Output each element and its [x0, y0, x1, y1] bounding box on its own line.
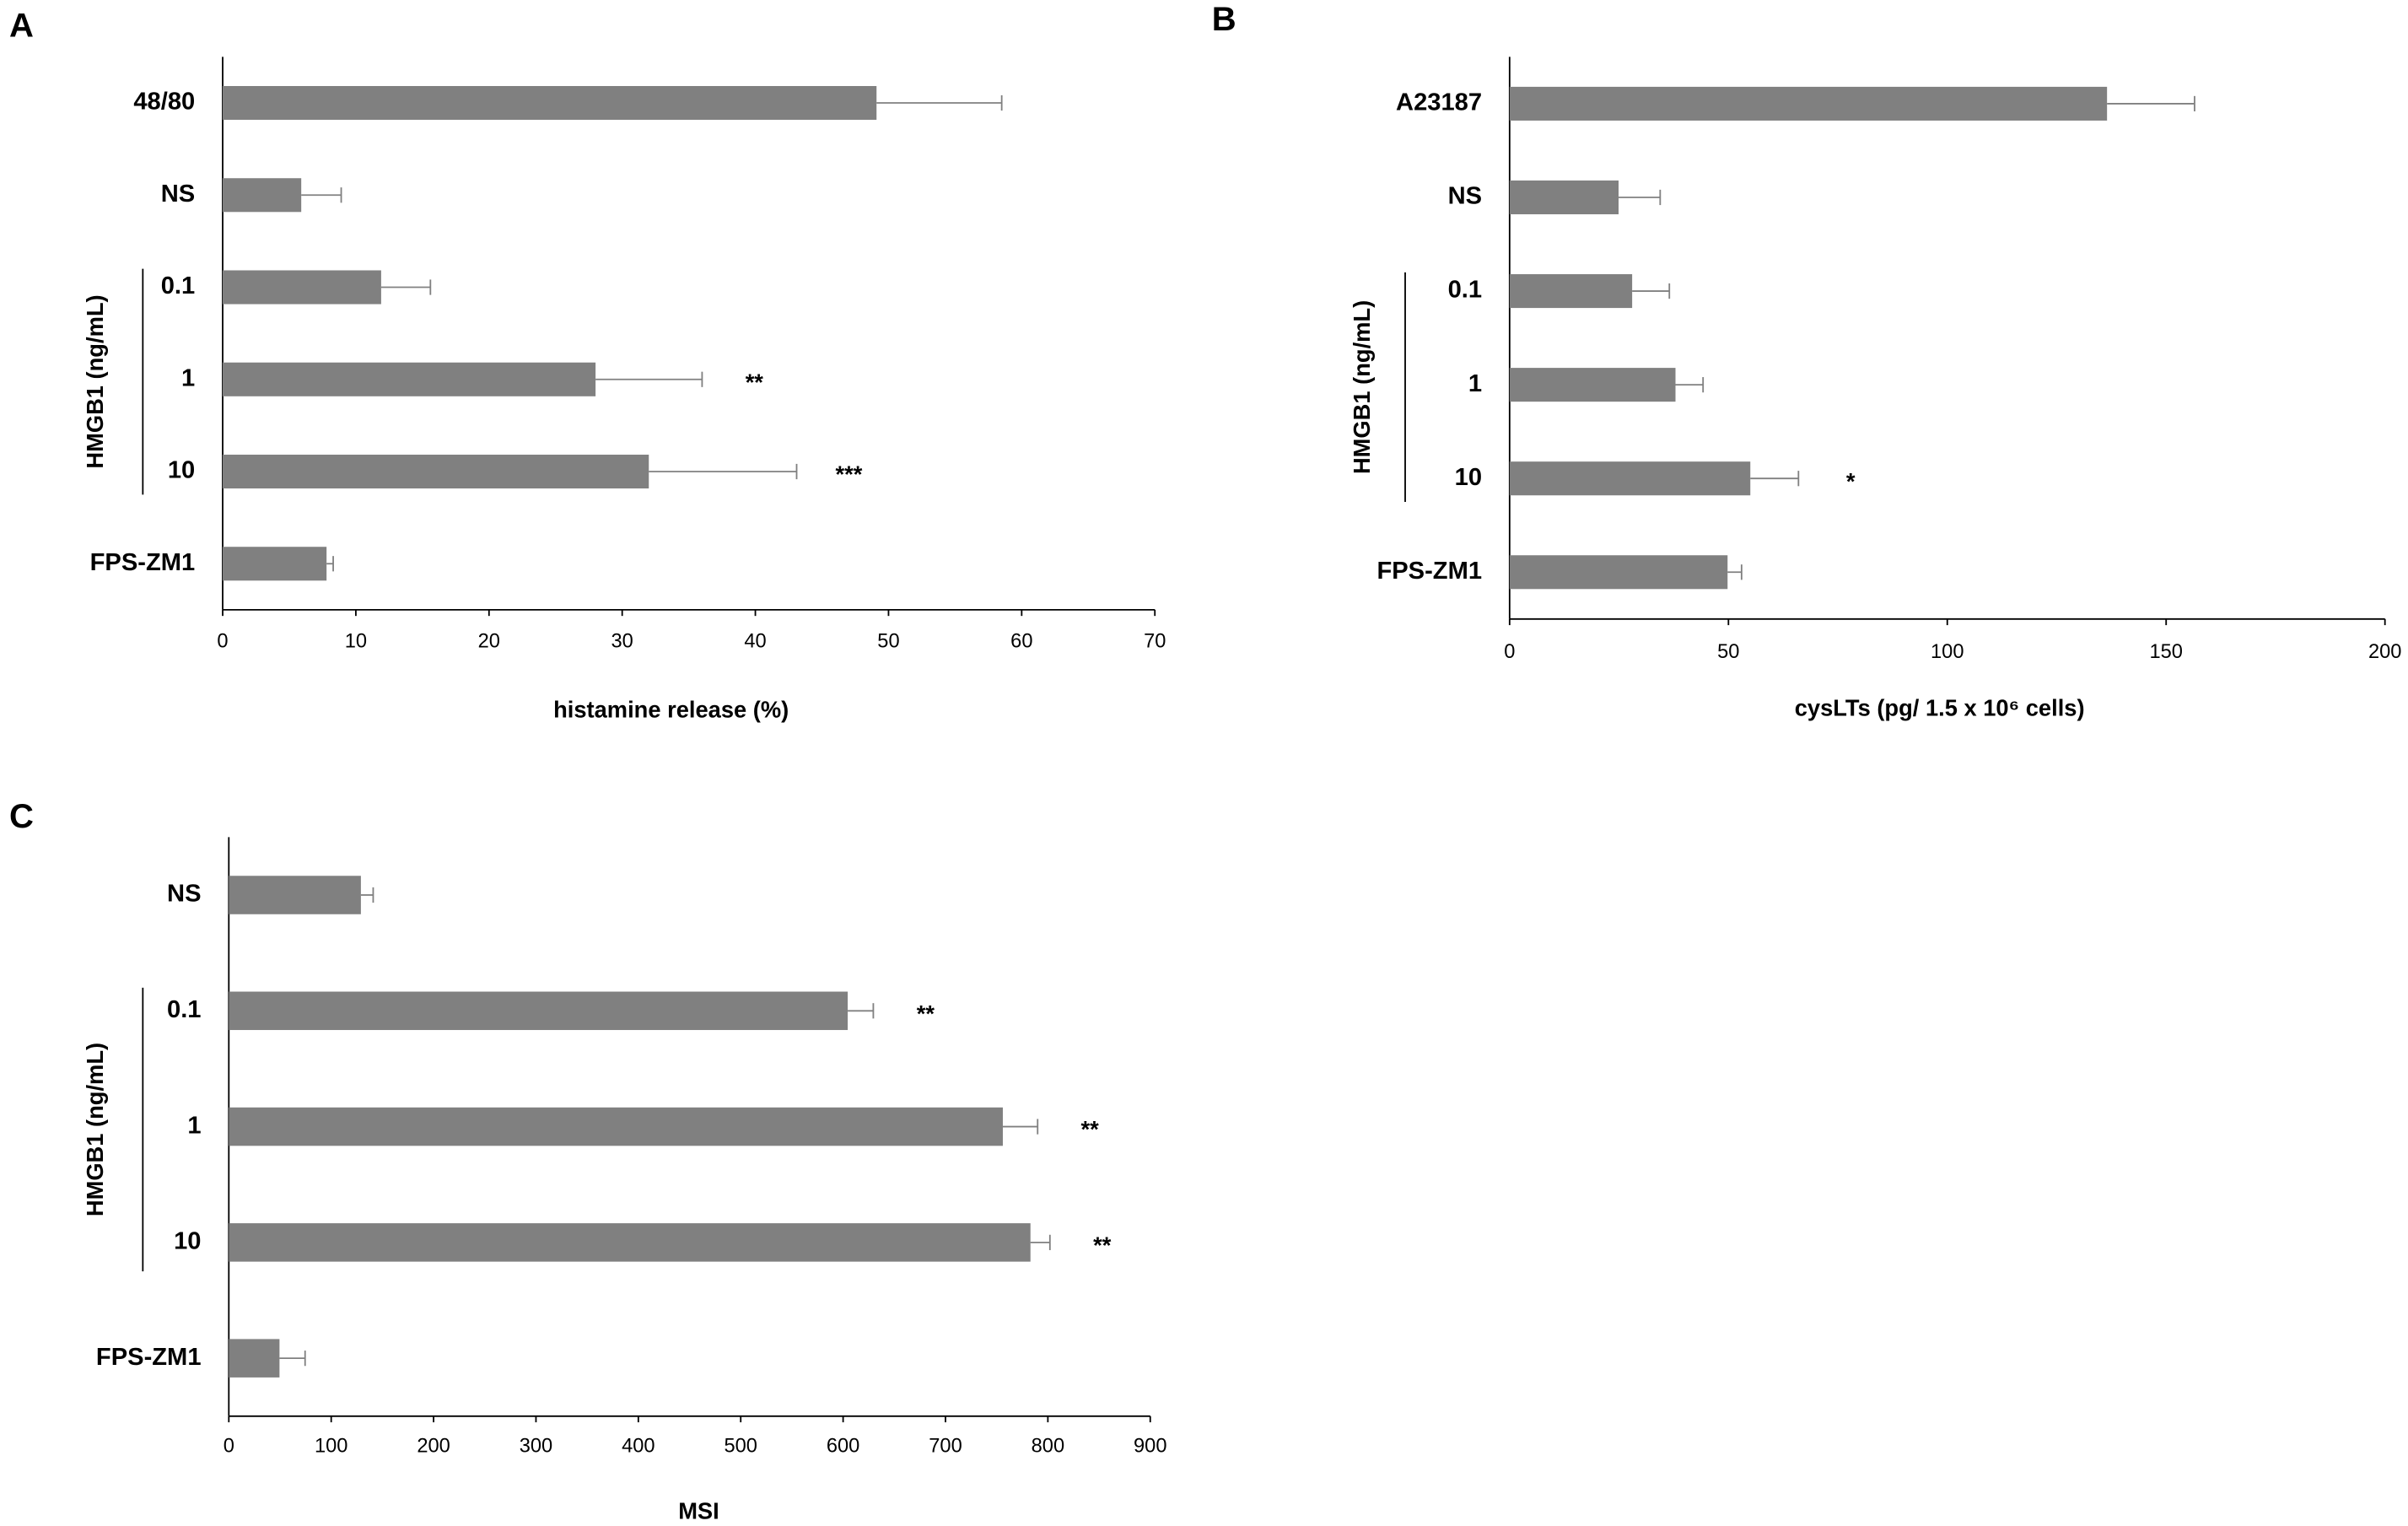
x-axis-label: cysLTs (pg/ 1.5 x 10⁶ cells) — [1795, 694, 2085, 720]
category-label: 10 — [168, 457, 195, 484]
group-label: HMGB1 (ng/mL) — [82, 294, 108, 468]
error-bar — [301, 187, 342, 203]
x-tick-label: 600 — [827, 1435, 859, 1457]
category-label: 10 — [174, 1228, 201, 1255]
category-label: FPS-ZM1 — [1376, 558, 1482, 585]
x-tick-label: 700 — [929, 1435, 962, 1457]
bar — [223, 547, 327, 581]
bar — [1509, 461, 1751, 496]
x-tick-label: 0 — [217, 630, 228, 652]
bar — [229, 991, 848, 1031]
category-label: NS — [161, 181, 195, 208]
bar — [223, 178, 302, 213]
x-tick-label: 20 — [478, 630, 500, 652]
error-bar — [848, 1003, 875, 1019]
error-bar — [380, 279, 432, 295]
significance: ** — [917, 1000, 935, 1027]
bar — [229, 876, 361, 914]
error-bar — [1727, 564, 1743, 580]
error-bar — [2107, 95, 2195, 112]
category-label: A23187 — [1396, 89, 1482, 116]
x-tick-label: 300 — [520, 1435, 552, 1457]
x-tick-label: 500 — [724, 1435, 757, 1457]
x-tick-label: 10 — [345, 630, 367, 652]
bar — [223, 362, 596, 396]
bar — [1509, 555, 1728, 590]
bar — [229, 1223, 1031, 1262]
category-label: 1 — [187, 1112, 201, 1139]
panel-label: C — [9, 798, 34, 835]
x-tick-label: 150 — [2149, 641, 2182, 663]
x-tick-label: 900 — [1134, 1435, 1166, 1457]
panel-label: A — [9, 7, 34, 44]
category-label: 48/80 — [133, 89, 195, 116]
x-tick-label: 0 — [1504, 641, 1515, 663]
category-label: NS — [167, 881, 201, 908]
x-tick-label: 0 — [224, 1435, 234, 1457]
category-label: NS — [1448, 183, 1482, 210]
error-bar — [1030, 1234, 1051, 1250]
bar — [1509, 180, 1619, 215]
x-axis-label: histamine release (%) — [553, 696, 789, 722]
x-tick-label: 200 — [417, 1435, 450, 1457]
error-bar — [1675, 377, 1705, 393]
category-label: FPS-ZM1 — [96, 1344, 202, 1371]
error-bar — [1619, 189, 1662, 206]
category-label: 0.1 — [161, 272, 196, 299]
significance: ** — [746, 369, 764, 395]
x-tick-label: 100 — [315, 1435, 347, 1457]
error-bar — [326, 556, 334, 572]
bar — [1509, 274, 1633, 309]
error-bar — [876, 94, 1003, 111]
significance: * — [1846, 468, 1856, 494]
x-tick-label: 50 — [877, 630, 899, 652]
significance: ** — [1081, 1116, 1100, 1142]
x-tick-label: 60 — [1010, 630, 1032, 652]
error-bar — [360, 887, 374, 903]
x-tick-label: 100 — [1931, 641, 1964, 663]
x-tick-label: 50 — [1717, 641, 1739, 663]
x-tick-label: 400 — [622, 1435, 655, 1457]
x-tick-label: 40 — [744, 630, 766, 652]
bar — [229, 1339, 280, 1378]
category-label: 10 — [1455, 464, 1482, 491]
significance: *** — [835, 461, 862, 488]
x-tick-label: 200 — [2368, 641, 2401, 663]
error-bar — [649, 463, 798, 480]
significance: ** — [1093, 1232, 1112, 1259]
error-bar — [595, 371, 703, 387]
category-label: 0.1 — [167, 996, 202, 1023]
x-axis-label: MSI — [678, 1498, 719, 1524]
bar — [223, 270, 381, 305]
category-label: FPS-ZM1 — [90, 549, 196, 576]
panel-label: B — [1212, 1, 1236, 38]
bar — [229, 1107, 1003, 1146]
bar — [223, 85, 877, 121]
bar — [223, 454, 649, 489]
x-tick-label: 800 — [1032, 1435, 1064, 1457]
category-label: 1 — [181, 364, 195, 391]
x-tick-label: 70 — [1144, 630, 1166, 652]
error-bar — [1632, 283, 1671, 299]
bar — [1509, 86, 2108, 121]
bar — [1509, 368, 1676, 402]
error-bar — [1002, 1119, 1039, 1135]
category-label: 0.1 — [1448, 277, 1483, 304]
x-tick-label: 30 — [611, 630, 633, 652]
group-label: HMGB1 (ng/mL) — [82, 1043, 108, 1216]
error-bar — [1750, 471, 1800, 487]
group-label: HMGB1 (ng/mL) — [1349, 300, 1375, 474]
error-bar — [279, 1351, 306, 1367]
category-label: 1 — [1468, 370, 1482, 397]
